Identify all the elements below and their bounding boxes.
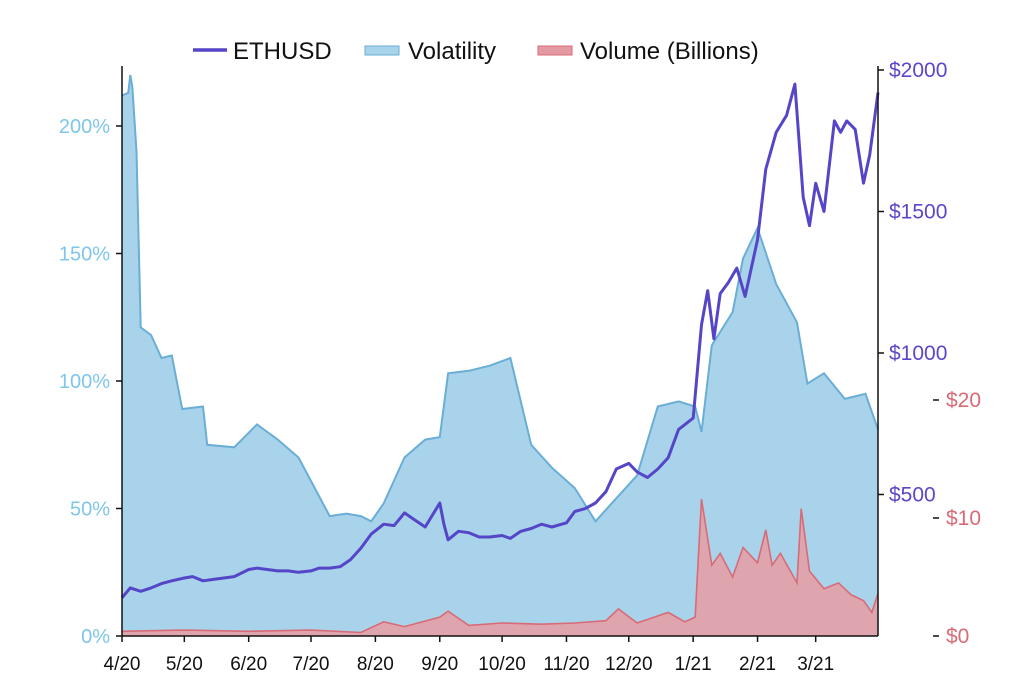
legend: ETHUSD Volatility Volume (Billions) xyxy=(193,38,759,65)
x-tick-label: 2/21 xyxy=(739,654,776,675)
eth-tick-label: $500 xyxy=(889,484,936,507)
x-tick-label: 10/20 xyxy=(478,654,526,675)
left-tick-label: 0% xyxy=(81,626,110,648)
x-tick-label: 8/20 xyxy=(357,654,394,675)
x-tick-label: 9/20 xyxy=(421,654,458,675)
legend-label: ETHUSD xyxy=(233,38,332,65)
x-tick-label: 5/20 xyxy=(166,654,203,675)
legend-label: Volatility xyxy=(408,38,496,65)
legend-swatch xyxy=(537,45,573,56)
eth-tick-label: $2000 xyxy=(889,59,947,82)
ethusd-layer xyxy=(120,82,880,599)
left-tick-label: 50% xyxy=(70,499,110,521)
left-tick-label: 200% xyxy=(59,116,110,138)
volatility-area xyxy=(122,75,878,636)
volatility-layer xyxy=(121,74,879,636)
x-tick-label: 12/20 xyxy=(605,654,653,675)
volume-tick-label: $20 xyxy=(946,389,981,412)
volume-layer xyxy=(121,498,879,636)
x-tick-label: 3/21 xyxy=(797,654,834,675)
left-tick-label: 150% xyxy=(59,244,110,266)
axes-layer: 0% 50% 100% 150% 200% $500 $1000 $1500 $2000 $0 $1… xyxy=(59,59,981,675)
ethusd-line xyxy=(120,82,880,599)
eth-tick-label: $1500 xyxy=(889,201,947,224)
legend-label: Volume (Billions) xyxy=(580,38,759,65)
x-tick-label: 7/20 xyxy=(293,654,330,675)
volatility-line xyxy=(121,74,879,523)
eth-tick-label: $1000 xyxy=(889,342,947,365)
x-tick-label: 6/20 xyxy=(230,654,267,675)
volume-line xyxy=(121,498,879,634)
x-tick-label: 1/21 xyxy=(675,654,712,675)
x-tick-label: 4/20 xyxy=(104,654,141,675)
x-tick-label: 11/20 xyxy=(543,654,589,675)
legend-swatch xyxy=(364,45,400,56)
volume-tick-label: $10 xyxy=(946,507,981,530)
volume-tick-label: $0 xyxy=(946,625,969,648)
left-tick-label: 100% xyxy=(59,371,110,393)
